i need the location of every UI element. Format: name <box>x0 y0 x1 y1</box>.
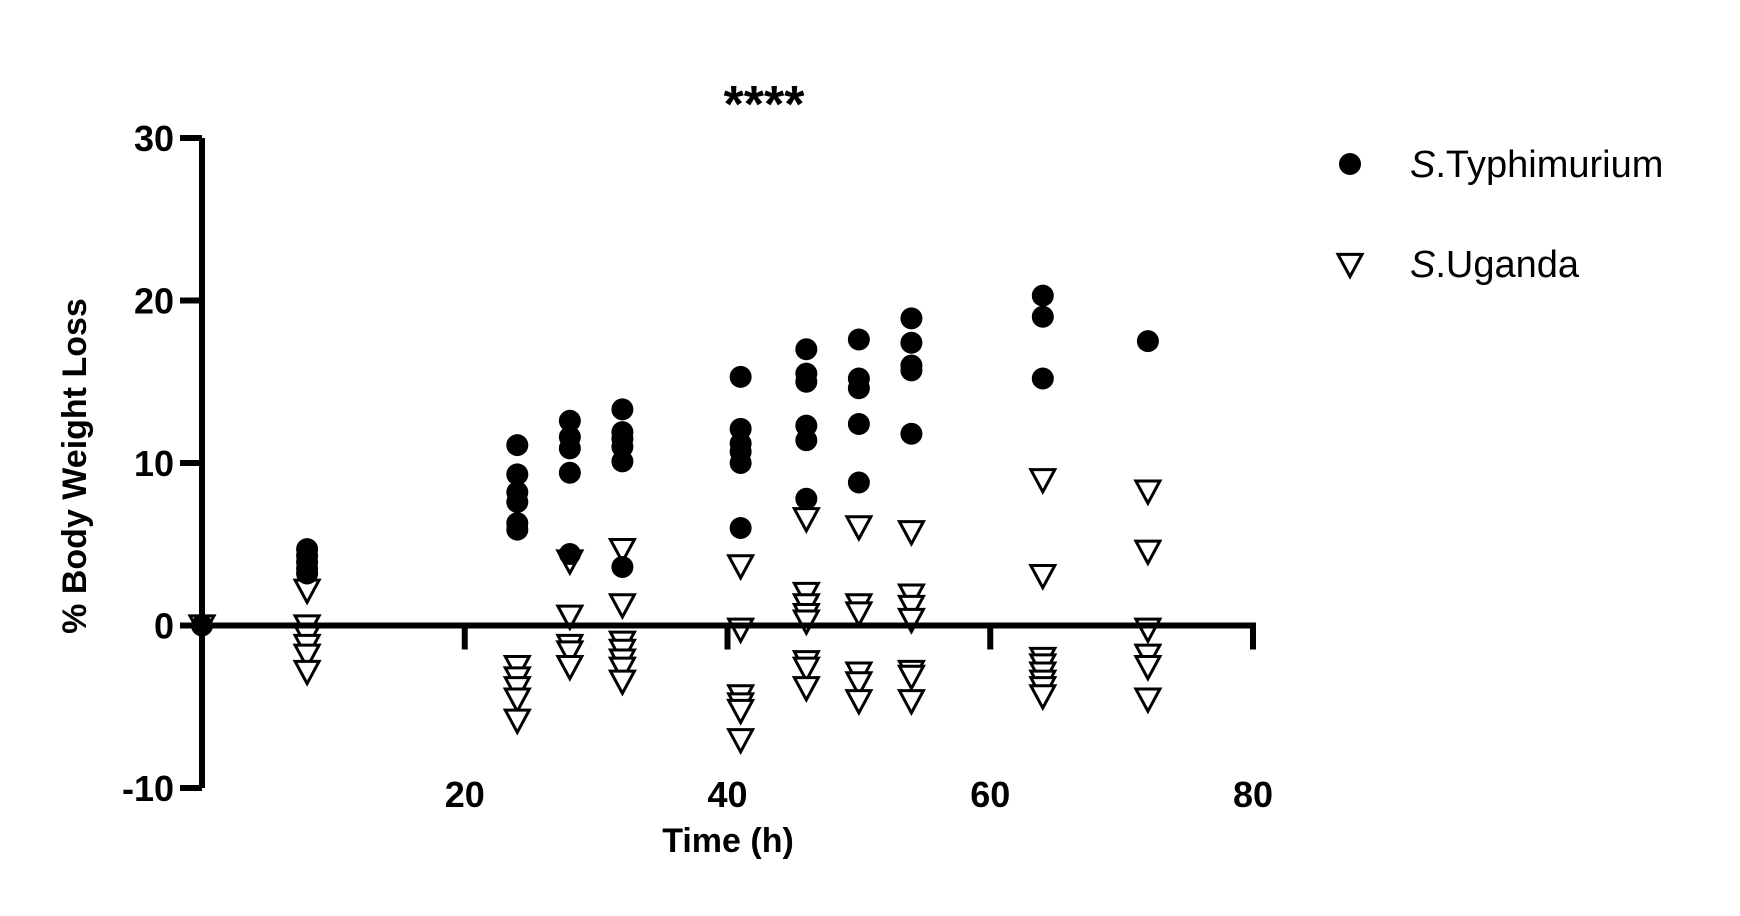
y-tick-label: 0 <box>154 606 174 647</box>
data-point-typhimurium <box>795 429 818 452</box>
legend-entry: S.Uganda <box>1335 244 1580 286</box>
data-point-uganda <box>844 689 874 717</box>
data-point-uganda <box>726 554 756 582</box>
data-point-uganda <box>502 687 532 715</box>
data-point-uganda <box>1133 655 1163 682</box>
data-point-typhimurium <box>558 409 581 432</box>
data-point-typhimurium <box>611 450 634 473</box>
data-point-uganda <box>896 607 926 635</box>
data-point-uganda <box>791 609 821 637</box>
data-point-typhimurium <box>795 370 818 393</box>
data-point-typhimurium <box>795 487 818 510</box>
data-point-typhimurium <box>900 422 923 445</box>
data-point-typhimurium <box>1031 305 1054 328</box>
data-point-uganda <box>1133 617 1163 645</box>
data-point-uganda <box>844 515 874 543</box>
data-point-uganda <box>726 728 756 756</box>
legend-label: S.Uganda <box>1410 244 1580 286</box>
data-point-typhimurium <box>847 413 870 435</box>
data-point-uganda <box>791 507 821 535</box>
legend-label-genus: S <box>1410 144 1435 186</box>
data-point-typhimurium <box>1031 284 1054 307</box>
y-tick-label: 30 <box>134 118 174 159</box>
data-point-typhimurium <box>729 365 752 388</box>
x-tick-label: 40 <box>707 774 747 815</box>
data-point-typhimurium <box>558 461 581 484</box>
data-point-typhimurium <box>506 491 529 513</box>
data-point-typhimurium <box>506 518 529 541</box>
data-point-typhimurium <box>506 434 529 457</box>
data-point-uganda <box>791 656 821 684</box>
series-typhimurium <box>191 284 1159 637</box>
data-point-uganda <box>844 671 874 699</box>
data-point-typhimurium <box>611 398 634 421</box>
data-point-uganda <box>896 689 926 717</box>
data-point-uganda <box>1133 687 1163 715</box>
y-tick-label: 20 <box>134 281 174 322</box>
legend-label: S.Typhimurium <box>1410 144 1663 186</box>
y-axis-title: % Body Weight Loss <box>56 298 94 634</box>
data-point-uganda <box>555 655 585 682</box>
legend-label-serovar: .Uganda <box>1435 244 1580 286</box>
plot-area <box>187 284 1163 756</box>
legend-marker-typhimurium <box>1339 153 1361 175</box>
data-point-uganda <box>607 593 637 621</box>
data-point-uganda <box>844 601 874 629</box>
axes: -10 0 10 20 30 20 40 60 80 <box>122 118 1273 815</box>
data-point-uganda <box>1028 564 1058 591</box>
data-point-typhimurium <box>1136 330 1159 353</box>
data-point-typhimurium <box>1031 367 1054 390</box>
x-tick-label: 60 <box>970 774 1010 815</box>
data-point-uganda <box>607 669 637 697</box>
data-point-uganda <box>896 594 926 622</box>
y-tick-label: -10 <box>122 768 174 809</box>
data-point-typhimurium <box>729 517 752 539</box>
data-point-uganda <box>1133 479 1163 507</box>
data-point-typhimurium <box>506 463 529 486</box>
data-point-uganda <box>555 640 585 668</box>
data-point-typhimurium <box>558 543 581 565</box>
data-point-typhimurium <box>795 338 818 361</box>
legend-entry: S.Typhimurium <box>1339 144 1663 186</box>
data-point-typhimurium <box>847 377 870 400</box>
y-tick-label: 10 <box>134 443 174 484</box>
data-point-uganda <box>896 520 926 548</box>
data-point-typhimurium <box>558 437 581 460</box>
data-point-uganda <box>607 538 637 565</box>
data-point-typhimurium <box>900 307 923 330</box>
data-point-uganda <box>791 676 821 704</box>
series-uganda <box>187 468 1163 756</box>
legend-label-genus: S <box>1410 244 1435 286</box>
data-point-typhimurium <box>729 452 752 474</box>
data-point-typhimurium <box>847 328 870 351</box>
data-point-uganda <box>292 643 322 671</box>
legend-marker-uganda <box>1335 252 1365 280</box>
data-point-uganda <box>1028 468 1058 496</box>
data-point-typhimurium <box>611 556 634 578</box>
data-point-typhimurium <box>296 562 319 585</box>
data-point-uganda <box>555 604 585 632</box>
x-tick-label: 20 <box>445 774 485 815</box>
data-point-uganda <box>726 617 756 645</box>
x-tick-label: 80 <box>1233 774 1273 815</box>
data-point-uganda <box>607 656 637 684</box>
legend-label-serovar: .Typhimurium <box>1435 144 1663 186</box>
x-axis-title: Time (h) <box>662 822 794 860</box>
data-point-typhimurium <box>900 331 923 354</box>
data-point-uganda <box>726 698 756 726</box>
data-point-typhimurium <box>847 471 870 494</box>
data-point-uganda <box>1133 539 1163 567</box>
significance-annotation: **** <box>724 76 806 134</box>
data-point-uganda <box>896 664 926 692</box>
data-point-uganda <box>292 659 322 687</box>
data-point-typhimurium <box>900 359 923 382</box>
data-point-uganda <box>502 708 532 736</box>
data-point-uganda <box>1028 684 1058 712</box>
